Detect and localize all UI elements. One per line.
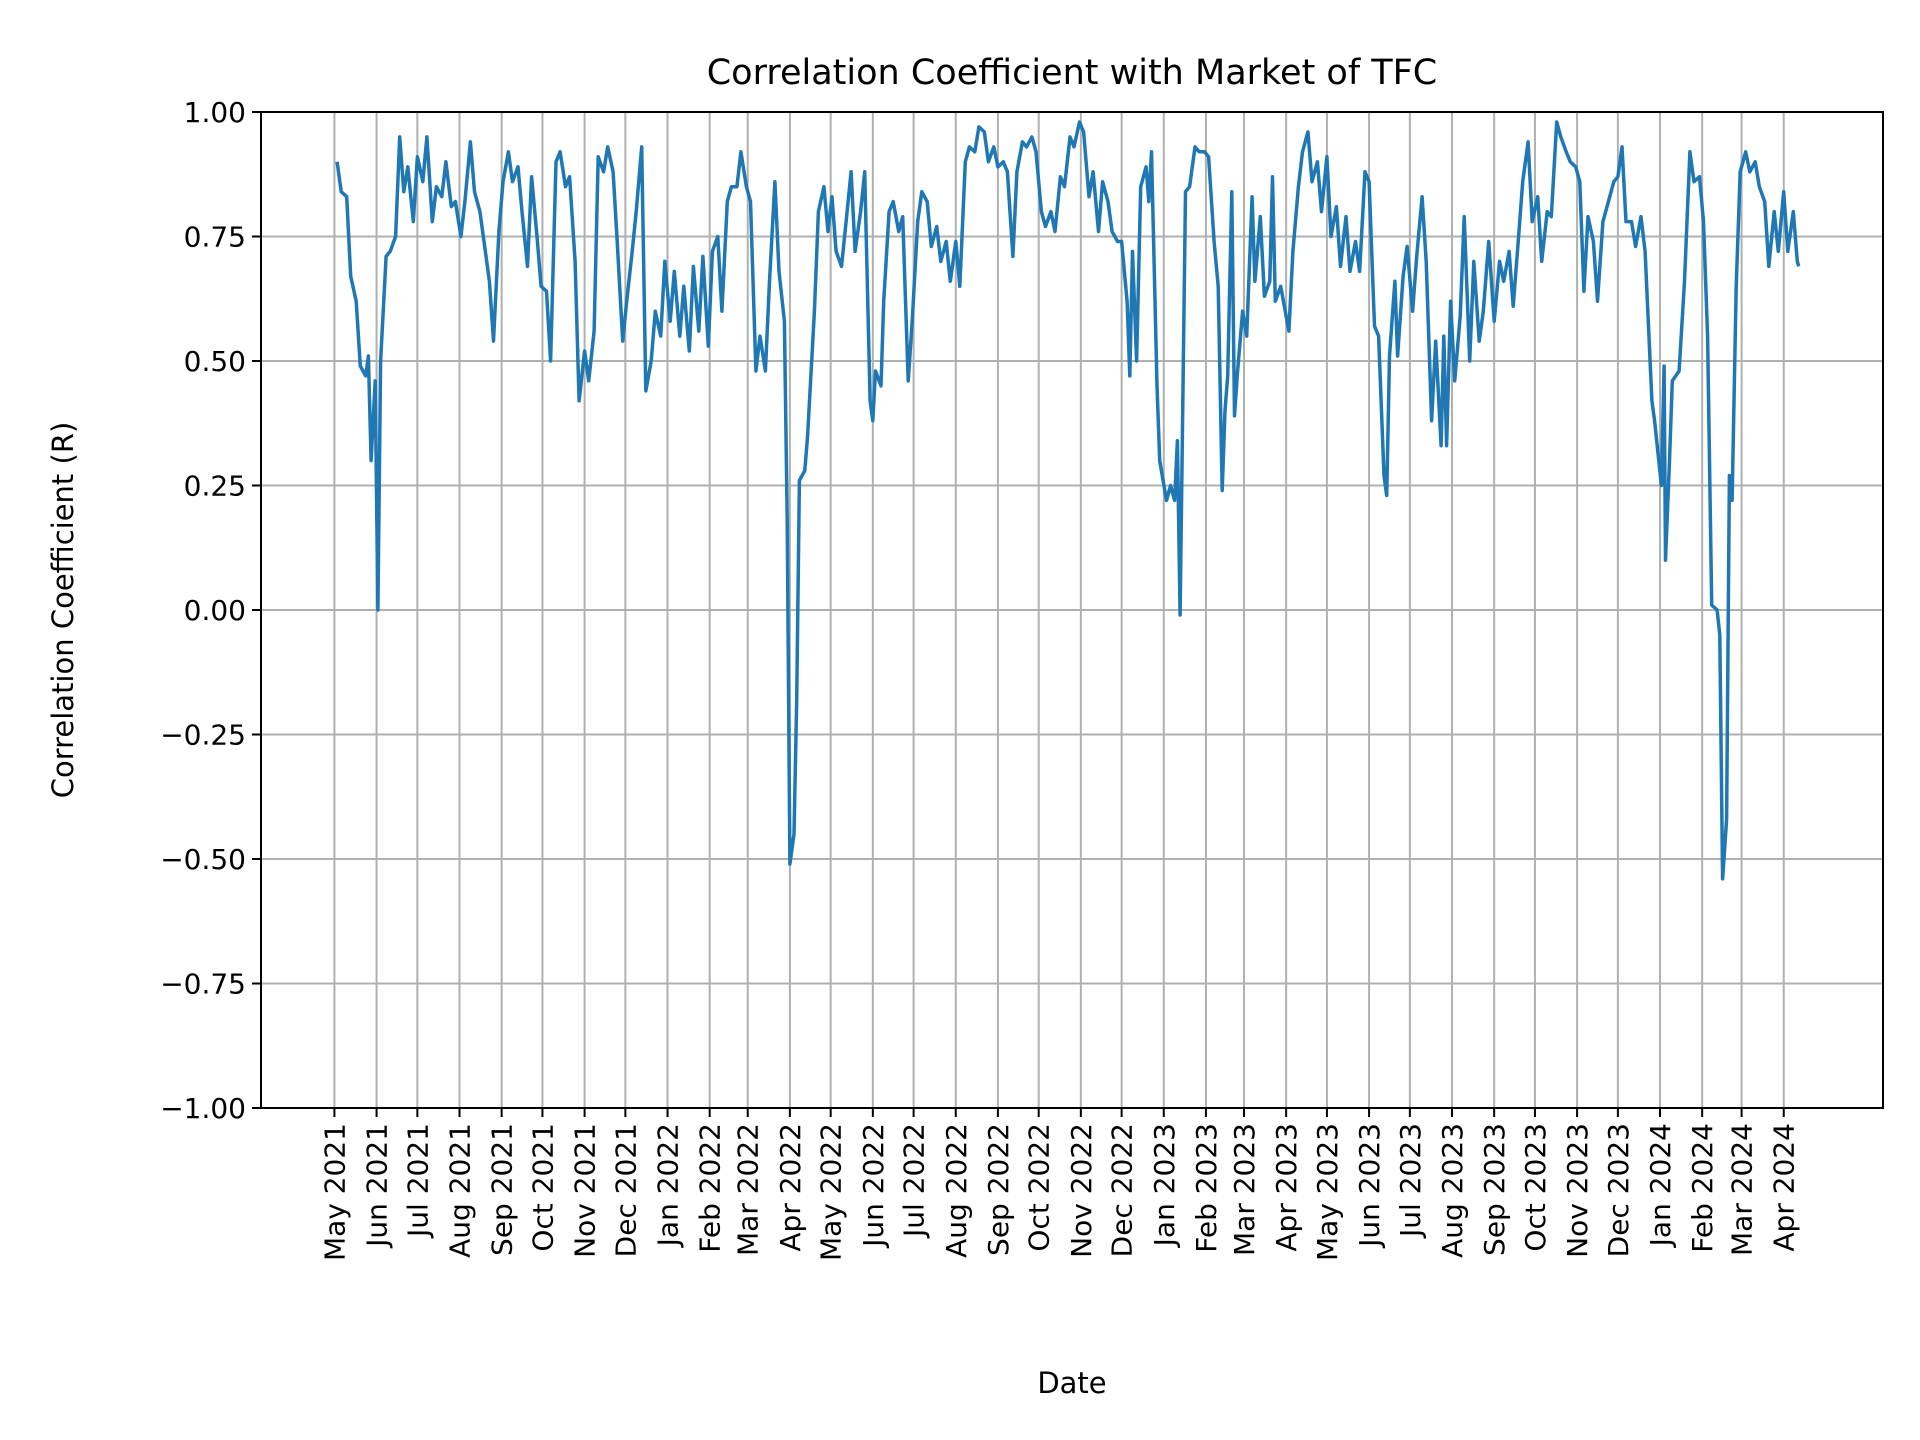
y-axis-label: Correlation Coefficient (R)	[46, 422, 80, 799]
x-tick-label: Oct 2021	[526, 1123, 559, 1252]
x-tick-label: Feb 2024	[1686, 1123, 1719, 1253]
x-tick-label: Jun 2023	[1353, 1123, 1386, 1249]
x-tick-label: Jan 2023	[1148, 1123, 1181, 1248]
x-axis: May 2021 Jun 2021 Jul 2021 Aug 2021 Sep 2021…	[318, 1108, 1801, 1261]
x-tick-label: Jun 2022	[857, 1123, 890, 1249]
y-tick-label: 0.50	[184, 345, 246, 378]
x-tick-label: Jul 2022	[898, 1123, 931, 1239]
y-tick-label: −0.25	[160, 719, 246, 752]
x-tick-label: Nov 2021	[569, 1123, 602, 1258]
plot-area	[335, 120, 1801, 881]
y-tick-label: 0.00	[184, 594, 246, 627]
x-axis-label: Date	[1037, 1366, 1106, 1400]
x-tick-label: Mar 2023	[1228, 1123, 1261, 1256]
x-tick-label: Dec 2023	[1602, 1123, 1635, 1257]
x-tick-label: Aug 2022	[940, 1123, 973, 1258]
chart-title: Correlation Coefficient with Market of T…	[707, 53, 1438, 93]
x-tick-label: Sep 2023	[1478, 1123, 1511, 1256]
x-tick-label: Apr 2023	[1270, 1123, 1303, 1252]
x-tick-label: Jan 2022	[652, 1123, 685, 1248]
y-axis: −1.00 −0.75 −0.50 −0.25 0.00 0.25 0.50 0.75 1.00	[160, 96, 261, 1125]
x-tick-label: Jul 2021	[401, 1123, 434, 1239]
y-tick-label: 0.25	[184, 470, 246, 503]
x-tick-label: Dec 2021	[609, 1123, 642, 1257]
x-tick-label: Feb 2022	[694, 1123, 727, 1253]
x-tick-label: May 2021	[318, 1123, 351, 1261]
y-tick-label: −0.75	[160, 968, 246, 1001]
y-tick-label: −0.50	[160, 843, 246, 876]
x-tick-label: Mar 2024	[1726, 1123, 1759, 1256]
x-tick-label: May 2022	[815, 1123, 848, 1261]
y-tick-label: 1.00	[184, 96, 246, 129]
x-tick-label: May 2023	[1311, 1123, 1344, 1261]
series-line	[335, 120, 1801, 881]
x-tick-label: Dec 2022	[1106, 1123, 1139, 1257]
x-tick-label: Sep 2021	[486, 1123, 519, 1256]
x-tick-label: Jan 2024	[1644, 1123, 1677, 1248]
x-tick-label: Nov 2023	[1561, 1123, 1594, 1258]
x-tick-label: Apr 2024	[1768, 1123, 1801, 1252]
x-tick-label: Nov 2022	[1065, 1123, 1098, 1258]
x-tick-label: Feb 2023	[1190, 1123, 1223, 1253]
x-tick-label: Oct 2023	[1519, 1123, 1552, 1252]
x-tick-label: Apr 2022	[774, 1123, 807, 1252]
x-tick-label: Jun 2021	[361, 1123, 394, 1249]
x-tick-label: Aug 2021	[444, 1123, 477, 1258]
x-tick-label: Oct 2022	[1023, 1123, 1056, 1252]
x-tick-label: Sep 2022	[982, 1123, 1015, 1256]
x-tick-label: Mar 2022	[732, 1123, 765, 1256]
y-tick-label: 0.75	[184, 221, 246, 254]
x-tick-label: Jul 2023	[1394, 1123, 1427, 1239]
x-tick-label: Aug 2023	[1436, 1123, 1469, 1258]
y-tick-label: −1.00	[160, 1092, 246, 1125]
